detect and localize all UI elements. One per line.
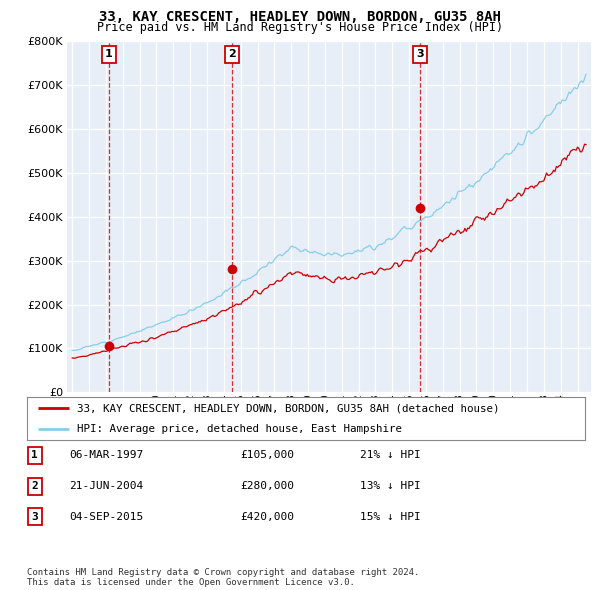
Text: 15% ↓ HPI: 15% ↓ HPI [360, 512, 421, 522]
Text: HPI: Average price, detached house, East Hampshire: HPI: Average price, detached house, East… [77, 424, 402, 434]
Text: 1: 1 [31, 451, 38, 460]
Text: £280,000: £280,000 [240, 481, 294, 491]
Text: £420,000: £420,000 [240, 512, 294, 522]
Text: 2: 2 [228, 50, 236, 60]
Text: 13% ↓ HPI: 13% ↓ HPI [360, 481, 421, 491]
Text: 21-JUN-2004: 21-JUN-2004 [69, 481, 143, 491]
Text: 21% ↓ HPI: 21% ↓ HPI [360, 451, 421, 460]
Text: Contains HM Land Registry data © Crown copyright and database right 2024.
This d: Contains HM Land Registry data © Crown c… [27, 568, 419, 587]
Text: 06-MAR-1997: 06-MAR-1997 [69, 451, 143, 460]
Text: 3: 3 [31, 512, 38, 522]
Text: 04-SEP-2015: 04-SEP-2015 [69, 512, 143, 522]
Text: 3: 3 [416, 50, 424, 60]
Text: 33, KAY CRESCENT, HEADLEY DOWN, BORDON, GU35 8AH (detached house): 33, KAY CRESCENT, HEADLEY DOWN, BORDON, … [77, 403, 500, 413]
Text: 2: 2 [31, 481, 38, 491]
Text: 1: 1 [105, 50, 113, 60]
Text: Price paid vs. HM Land Registry's House Price Index (HPI): Price paid vs. HM Land Registry's House … [97, 21, 503, 34]
Text: 33, KAY CRESCENT, HEADLEY DOWN, BORDON, GU35 8AH: 33, KAY CRESCENT, HEADLEY DOWN, BORDON, … [99, 10, 501, 24]
Text: £105,000: £105,000 [240, 451, 294, 460]
